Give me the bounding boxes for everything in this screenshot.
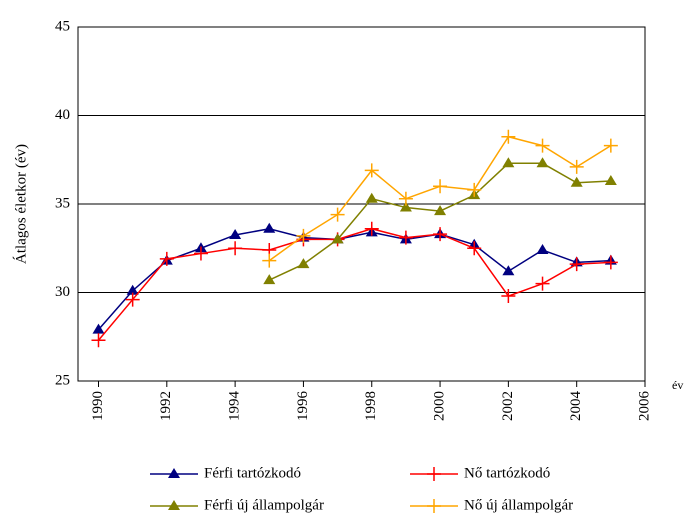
data-point (570, 176, 583, 187)
data-point (364, 163, 379, 178)
y-tick-label: 25 (55, 372, 70, 388)
data-point (125, 292, 140, 307)
x-tick-label: 1994 (227, 391, 243, 422)
data-point (159, 251, 174, 266)
data-point (263, 274, 276, 285)
data-point (262, 253, 277, 268)
data-point (364, 221, 379, 236)
y-tick-label: 40 (55, 107, 70, 123)
x-tick-label: 1996 (295, 391, 311, 422)
data-point (263, 222, 276, 233)
data-point (398, 230, 413, 245)
x-tick-label: 2000 (431, 391, 447, 421)
data-point (331, 233, 344, 244)
data-point (467, 241, 482, 256)
legend-label: Nő tartózkodó (464, 465, 550, 481)
data-point (330, 207, 345, 222)
x-tick-label: 1998 (363, 391, 379, 421)
data-point (91, 333, 106, 348)
legend-label: Férfi tartózkodó (204, 465, 301, 481)
data-point (501, 129, 516, 144)
legend-marker (168, 500, 180, 510)
series-line (97, 228, 611, 331)
x-tick-label: 1992 (158, 391, 174, 421)
x-tick-label: 1990 (90, 391, 106, 421)
data-point (433, 179, 448, 194)
y-tick-label: 30 (55, 284, 70, 300)
data-point (569, 159, 584, 174)
data-point (398, 191, 413, 206)
series-line (268, 135, 612, 262)
data-point (535, 138, 550, 153)
data-point (228, 241, 243, 256)
x-axis-label: év (672, 378, 683, 392)
legend-label: Férfi új állampolgár (204, 497, 324, 513)
data-point (536, 157, 549, 168)
data-point (193, 246, 208, 261)
plot-frame (77, 26, 646, 382)
data-point (297, 258, 310, 269)
data-point (603, 255, 618, 270)
data-point (603, 138, 618, 153)
data-point (126, 284, 139, 295)
data-point (434, 205, 447, 216)
y-tick-label: 35 (55, 195, 70, 211)
data-point (296, 228, 311, 243)
legend-label: Nő új állampolgár (464, 497, 573, 513)
legend-marker (168, 468, 180, 478)
series-line (97, 228, 611, 341)
x-tick-label: 2002 (500, 391, 516, 421)
data-point (92, 323, 105, 334)
y-axis-label: Átlagos életkor (év) (12, 144, 29, 264)
data-point (502, 157, 515, 168)
data-point (229, 228, 242, 239)
x-tick-label: 2006 (636, 391, 652, 422)
data-point (433, 227, 448, 242)
data-point (399, 201, 412, 212)
data-point (535, 276, 550, 291)
data-point (467, 182, 482, 197)
data-point (365, 192, 378, 203)
data-point (604, 174, 617, 185)
data-point (569, 257, 584, 272)
data-point (501, 289, 516, 304)
y-tick-label: 45 (55, 18, 70, 34)
x-tick-label: 2004 (568, 391, 584, 422)
legend-marker (427, 467, 441, 481)
data-point (502, 265, 515, 276)
legend-marker (427, 499, 441, 513)
data-point (536, 244, 549, 255)
